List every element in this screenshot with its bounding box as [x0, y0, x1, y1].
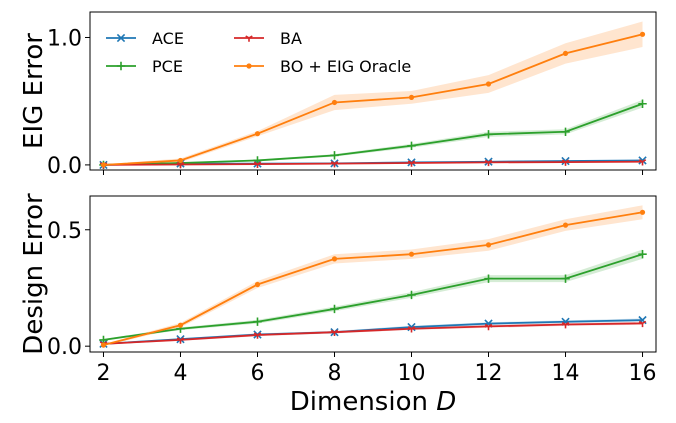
x-tick-label: 12 — [475, 361, 503, 386]
point-pce-8 — [330, 151, 339, 160]
point-bo-eig-oracle-10 — [408, 251, 415, 257]
point-ace-16 — [638, 156, 647, 165]
point-ba-12 — [484, 159, 493, 167]
point-bo-eig-oracle-14 — [562, 222, 569, 228]
point-bo-eig-oracle-16 — [639, 209, 646, 215]
point-bo-eig-oracle-16 — [639, 31, 646, 37]
point-ba-4 — [176, 337, 185, 344]
series-ace — [99, 315, 647, 349]
point-bo-eig-oracle-2 — [100, 342, 107, 348]
legend: ACE PCE BA BO + EIG Oracle — [106, 29, 411, 76]
plot-area — [99, 21, 647, 170]
y-axis-label: EIG Error — [19, 33, 49, 149]
point-ba-8 — [330, 329, 339, 337]
point-bo-eig-oracle-14 — [562, 50, 569, 57]
x-axis-symbol: D — [436, 387, 456, 417]
x-tick-label: 6 — [250, 361, 264, 386]
band-bo-eig-oracle — [103, 21, 643, 166]
y-axis-label: Design Error — [19, 193, 49, 355]
legend-item-pce: PCE — [106, 57, 183, 76]
legend-label: ACE — [152, 29, 184, 48]
series-line-bo-eig-oracle — [103, 33, 643, 166]
legend-marker — [116, 61, 126, 71]
point-bo-eig-oracle-8 — [331, 99, 338, 106]
axes-frame — [89, 195, 657, 353]
point-bo-eig-oracle-6 — [254, 131, 261, 137]
point-ba-10 — [407, 326, 416, 333]
point-pce-10 — [407, 141, 416, 150]
band-pce — [103, 249, 643, 341]
y-tick-label: 0.0 — [47, 154, 82, 179]
series-bo-eig-oracle — [100, 209, 646, 348]
point-pce-16 — [638, 99, 647, 108]
legend-label: BA — [280, 29, 302, 48]
series-bo-eig-oracle — [100, 31, 646, 168]
point-pce-12 — [484, 130, 493, 139]
x-tick-label: 16 — [629, 361, 657, 386]
point-bo-eig-oracle-12 — [485, 81, 492, 87]
point-pce-10 — [407, 290, 416, 300]
legend-marker — [245, 35, 253, 42]
x-tick-label: 4 — [173, 361, 187, 386]
series-line-pce — [103, 102, 643, 166]
x-tick-label: 8 — [327, 361, 341, 386]
point-ba-6 — [253, 161, 262, 168]
series-line-ba — [103, 322, 643, 345]
point-ba-14 — [561, 159, 570, 166]
point-ace-14 — [561, 156, 570, 166]
point-bo-eig-oracle-12 — [485, 242, 492, 248]
point-pce-8 — [330, 304, 339, 314]
x-tick-label: 10 — [398, 361, 426, 386]
point-ba-10 — [407, 160, 416, 167]
series-line-bo-eig-oracle — [103, 211, 643, 346]
point-bo-eig-oracle-8 — [331, 256, 338, 262]
axes-frame — [89, 11, 657, 171]
plot-area — [99, 205, 647, 349]
legend-item-ba: BA — [234, 29, 302, 48]
point-bo-eig-oracle-4 — [177, 157, 184, 164]
point-pce-14 — [561, 127, 570, 136]
y-tick-label: 1.0 — [47, 26, 82, 51]
point-pce-12 — [484, 274, 493, 283]
y-tick-label: 0.0 — [47, 335, 82, 360]
series-pce — [99, 250, 647, 345]
point-ba-16 — [638, 320, 647, 328]
legend-marker — [246, 63, 252, 69]
x-axis-label: Dimension D — [290, 387, 457, 417]
point-ba-14 — [561, 321, 570, 329]
point-ba-12 — [484, 323, 493, 331]
series-line-pce — [103, 253, 643, 341]
legend-marker — [116, 33, 126, 43]
series-line-ba — [103, 160, 643, 166]
point-ba-6 — [253, 332, 262, 339]
x-tick-label: 2 — [96, 361, 110, 386]
legend-item-ace: ACE — [106, 29, 184, 48]
point-pce-6 — [253, 317, 262, 326]
point-bo-eig-oracle-6 — [254, 281, 261, 288]
series-ba — [99, 320, 647, 348]
x-tick-label: 14 — [552, 361, 580, 386]
point-ba-4 — [176, 161, 185, 169]
point-bo-eig-oracle-4 — [177, 322, 184, 328]
point-ba-16 — [638, 159, 647, 166]
legend-label: PCE — [152, 57, 183, 76]
point-pce-16 — [638, 250, 647, 259]
point-pce-14 — [561, 274, 570, 283]
legend-item-bo-eig-oracle: BO + EIG Oracle — [234, 57, 411, 76]
point-bo-eig-oracle-2 — [100, 162, 107, 168]
y-tick-label: 0.5 — [47, 219, 82, 244]
point-bo-eig-oracle-10 — [408, 94, 415, 100]
point-ba-8 — [330, 161, 339, 168]
legend-label: BO + EIG Oracle — [280, 57, 411, 76]
